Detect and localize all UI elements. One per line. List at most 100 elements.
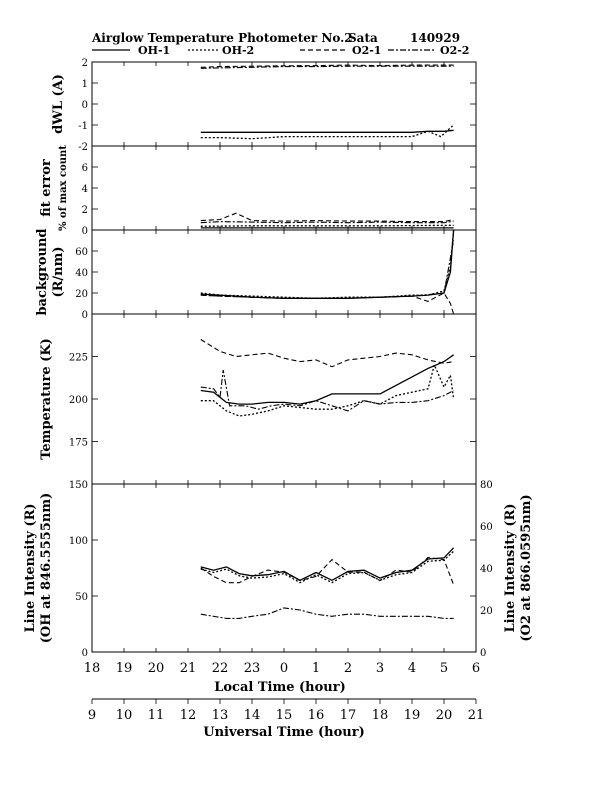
local-time-tick-label: 1 (312, 661, 320, 676)
legend: OH-1 OH-2 O2-1 O2-2 (92, 44, 469, 57)
temperature-series-oh-1 (200, 354, 454, 405)
intensity-series-oh-1 (200, 547, 455, 582)
background-ylabel: background (35, 228, 50, 315)
universal-time-tick-label: 15 (276, 708, 293, 723)
dwl-ytick-label: 1 (82, 79, 88, 90)
temperature-ylabel: Temperature (K) (39, 338, 54, 460)
intensity-ylabel2: (OH at 846.5555nm) (39, 493, 54, 643)
dwl-series-o2-2 (200, 65, 454, 69)
background-series-oh-2 (200, 230, 455, 299)
fit-series-oh-2 (200, 224, 454, 227)
intensity-ytick-label: 150 (69, 480, 88, 491)
temperature-series-o2-1 (200, 339, 454, 368)
date-code: 140929 (410, 31, 460, 45)
panel-background: 60 40 20 0 background (R/nm) (35, 228, 477, 321)
background-series-o2-1 (200, 292, 455, 314)
intensity-ytick-label: 100 (69, 536, 88, 547)
temperature-ytick-label: 175 (69, 438, 88, 449)
figure-title: Airglow Temperature Photometer No.2 (91, 31, 353, 45)
universal-time-tick-label: 13 (212, 708, 229, 723)
local-time-tick-label: 23 (244, 661, 261, 676)
dwl-series-o2-1 (200, 64, 454, 68)
universal-time-tick-label: 16 (308, 708, 325, 723)
universal-time-tick-label: 9 (88, 708, 96, 723)
universal-time-tick-label: 21 (468, 708, 485, 723)
intensity-series-oh-2 (200, 550, 455, 584)
intensity-ytick-right-label: 40 (480, 564, 493, 575)
panel-dwl: 2 1 0 -1 -2 dWL (A) (51, 58, 477, 153)
universal-time-tick-label: 20 (436, 708, 453, 723)
dwl-ytick-label: -1 (78, 121, 88, 132)
fit-ytick-label: 0 (82, 226, 88, 237)
intensity-ylabel: Line Intensity (R) (23, 503, 38, 632)
header: Airglow Temperature Photometer No.2 Sata… (91, 31, 460, 45)
x-axes: Local Time (hour) Universal Time (hour) … (84, 661, 485, 740)
dwl-series-oh-2 (200, 124, 455, 140)
local-time-axis-label: Local Time (hour) (214, 680, 346, 695)
dwl-frame (91, 61, 477, 147)
legend-label-o2-2: O2-2 (440, 44, 469, 57)
universal-time-tick-label: 18 (372, 708, 389, 723)
background-ytick-label: 20 (75, 289, 88, 300)
background-ytick-label: 60 (75, 247, 88, 258)
local-time-tick-label: 21 (180, 661, 197, 676)
background-ytick-label: 40 (75, 268, 88, 279)
background-series-o2-2 (200, 240, 455, 299)
universal-time-tick-label: 17 (340, 708, 357, 723)
intensity-ytick-right-label: 60 (480, 522, 493, 533)
local-time-tick-label: 6 (472, 661, 480, 676)
intensity-series-o2-2 (200, 607, 454, 619)
background-series-oh-1 (200, 230, 455, 299)
universal-time-tick-label: 12 (180, 708, 197, 723)
intensity-ytick-right-label: 20 (480, 606, 493, 617)
temperature-frame (91, 313, 477, 485)
legend-label-oh-2: OH-2 (222, 44, 254, 57)
site-name: Sata (348, 31, 378, 45)
temperature-series-oh-2 (200, 363, 455, 417)
local-time-tick-label: 5 (440, 661, 448, 676)
panel-fit: 6 4 2 0 fit error % of max count (39, 145, 477, 237)
background-ytick-label: 0 (82, 310, 88, 321)
universal-time-tick-label: 10 (116, 708, 133, 723)
intensity-ylabel-right: Line Intensity (R) (503, 503, 518, 632)
fit-ytick-label: 6 (82, 163, 88, 174)
background-frame (91, 229, 477, 315)
local-time-tick-label: 20 (148, 661, 165, 676)
local-time-tick-label: 2 (344, 661, 352, 676)
fit-ylabel2: % of max count (58, 145, 69, 231)
local-time-tick-label: 18 (84, 661, 101, 676)
local-time-tick-label: 3 (376, 661, 384, 676)
temperature-ytick-label: 225 (69, 353, 88, 364)
background-ylabel2: (R/nm) (51, 246, 66, 297)
universal-time-tick-label: 11 (148, 708, 165, 723)
universal-time-tick-label: 14 (244, 708, 261, 723)
legend-label-o2-1: O2-1 (352, 44, 381, 57)
dwl-ytick-label: 2 (82, 58, 88, 69)
local-time-tick-label: 0 (280, 661, 288, 676)
local-time-tick-label: 22 (212, 661, 229, 676)
intensity-ytick-right-label: 0 (480, 648, 486, 659)
legend-label-oh-1: OH-1 (138, 44, 170, 57)
universal-time-tick-label: 19 (404, 708, 421, 723)
fit-frame (91, 145, 477, 231)
intensity-ylabel-right2: (O2 at 866.0595nm) (519, 494, 534, 641)
fit-series-o2-1 (200, 212, 454, 223)
local-time-tick-label: 4 (408, 661, 416, 676)
temperature-ytick-label: 200 (69, 395, 88, 406)
dwl-series-oh-1 (200, 129, 454, 133)
universal-time-axis-label: Universal Time (hour) (203, 725, 365, 740)
dwl-ytick-label: 0 (82, 100, 88, 111)
fit-ylabel: fit error (39, 159, 54, 217)
intensity-ytick-label: 50 (75, 592, 88, 603)
local-time-tick-label: 19 (116, 661, 133, 676)
fit-ytick-label: 4 (82, 184, 88, 195)
fit-ytick-label: 2 (82, 205, 88, 216)
panel-temperature: 225 200 175 Temperature (K) (39, 313, 477, 485)
dwl-ytick-label: -2 (78, 142, 88, 153)
intensity-ytick-right-label: 80 (480, 480, 493, 491)
dwl-ylabel: dWL (A) (51, 74, 66, 134)
temperature-series-o2-2 (200, 370, 454, 412)
